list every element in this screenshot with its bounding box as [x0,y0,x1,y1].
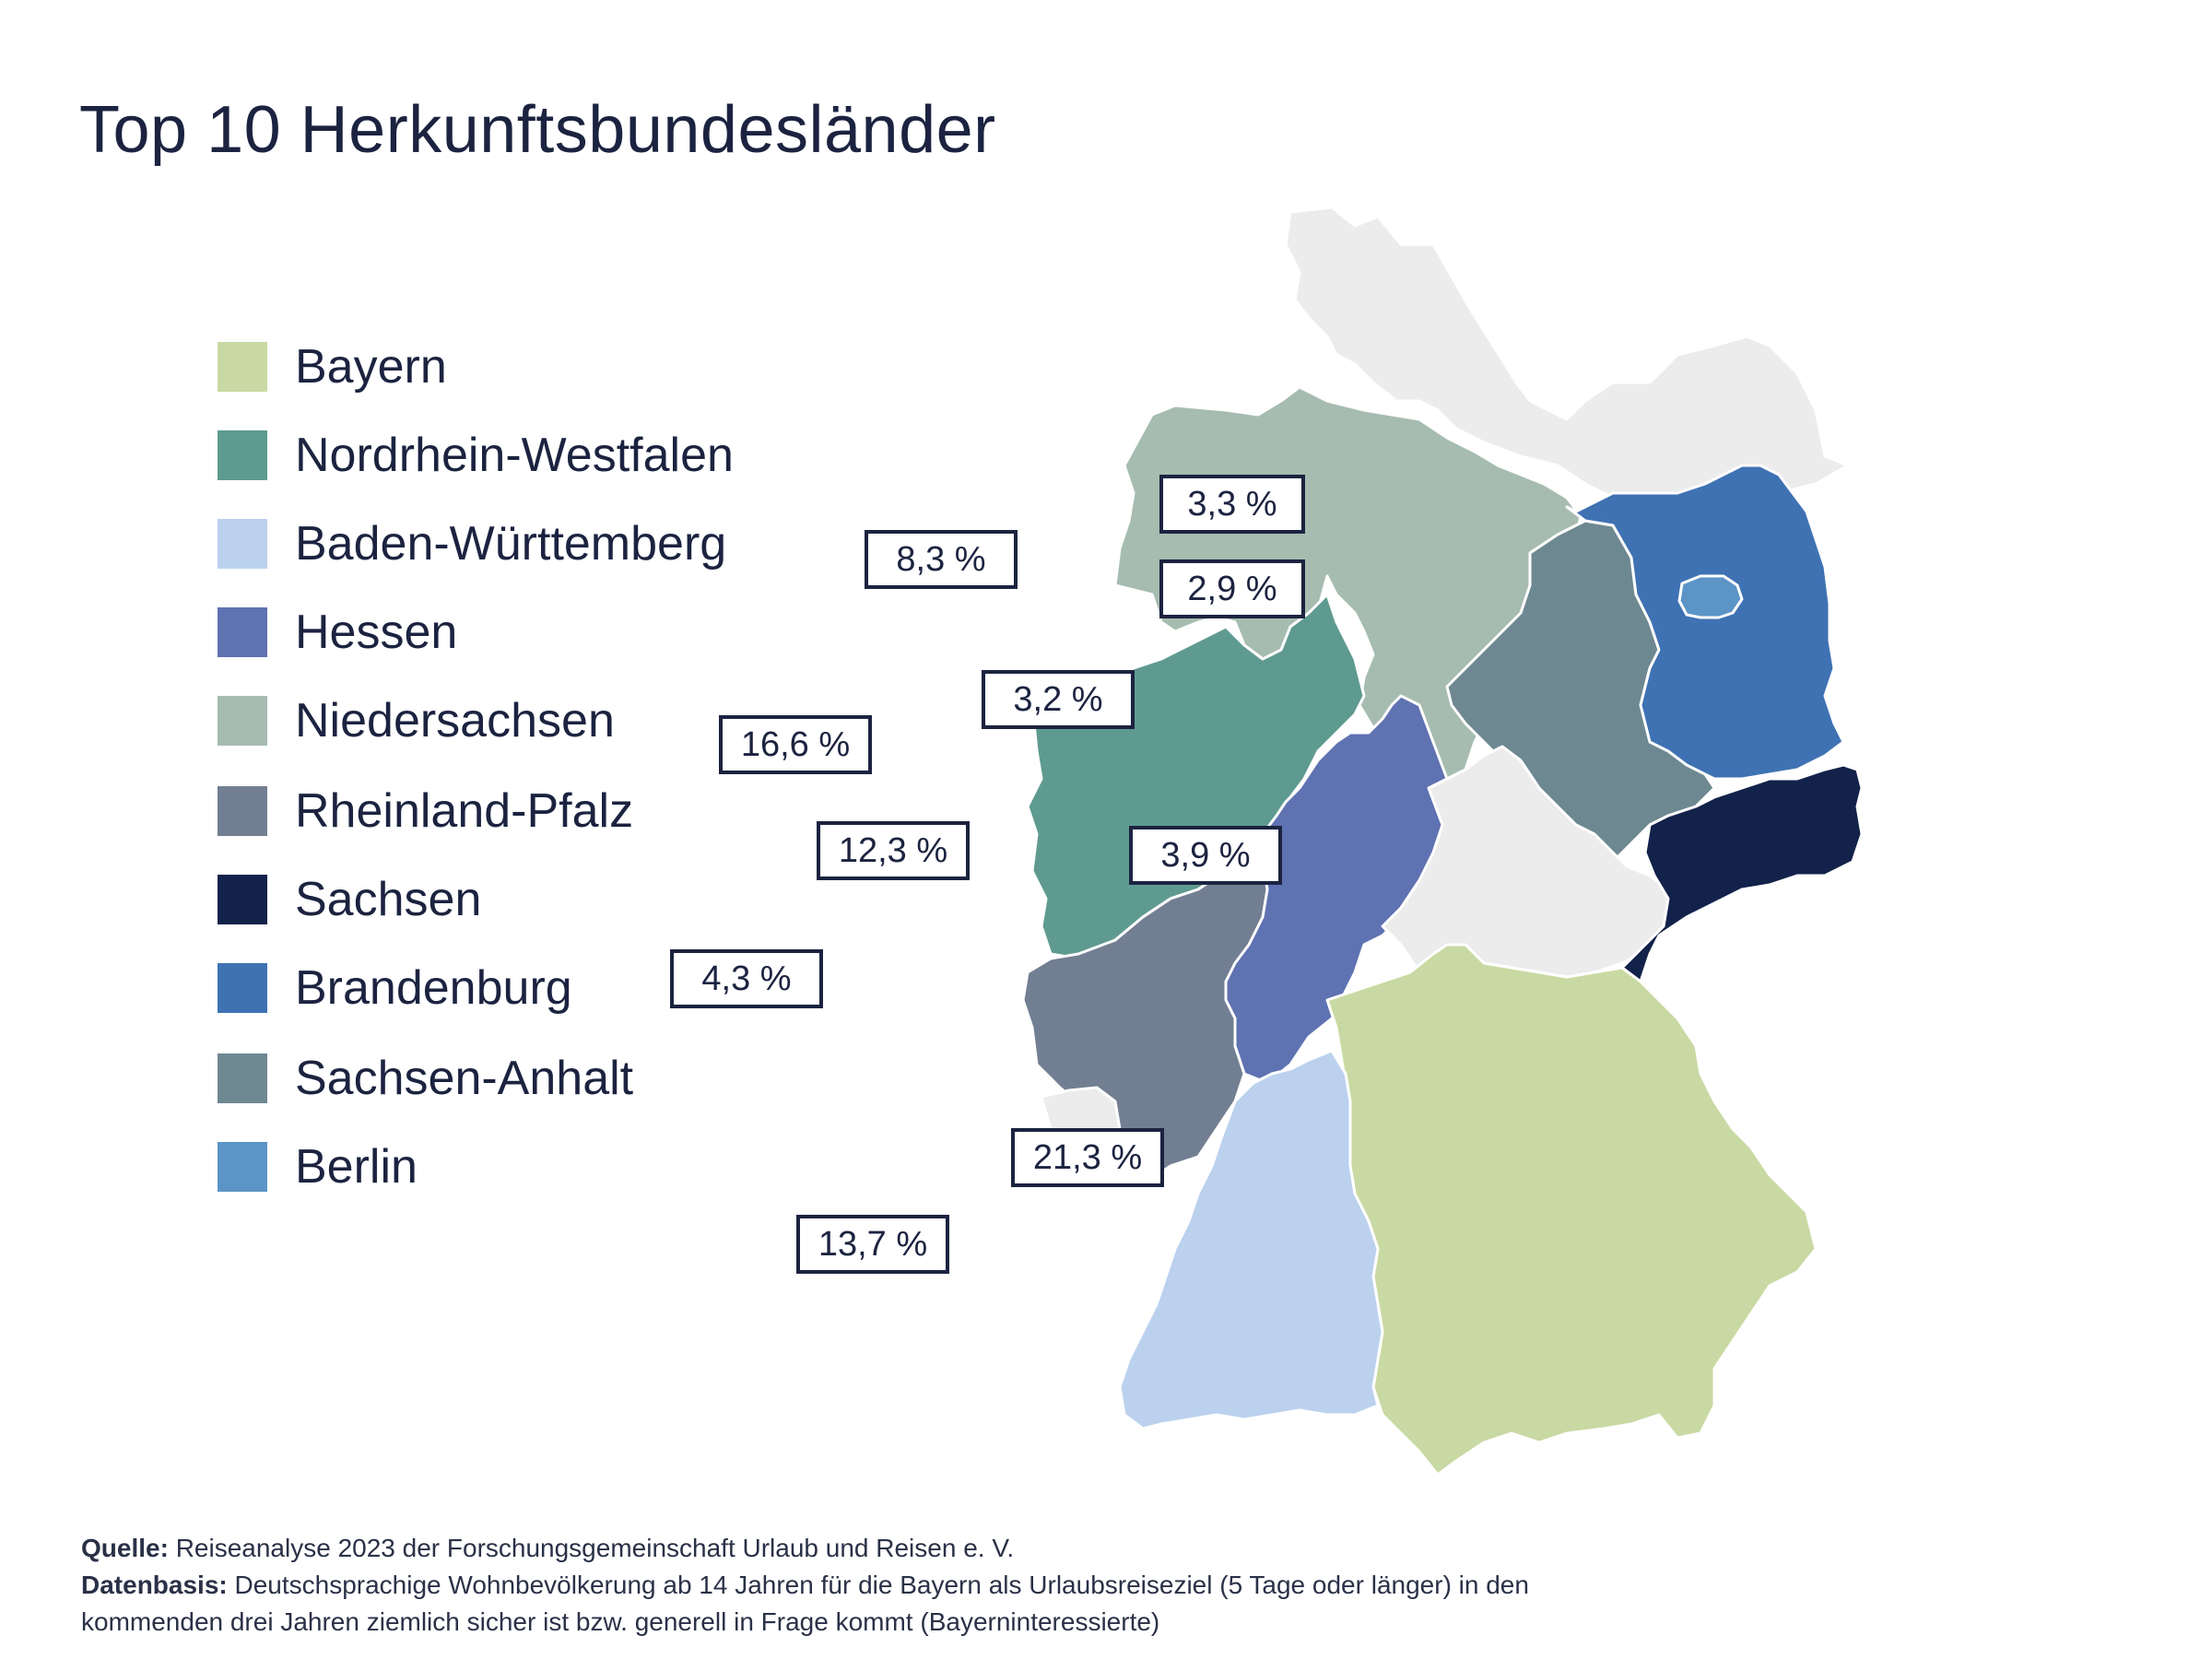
value-label-niedersachsen: 8,3 % [865,530,1018,589]
legend-label: Brandenburg [295,961,572,1015]
legend-item-rlp: Rheinland-Pfalz [218,783,633,839]
legend-item-bayern: Bayern [218,339,447,394]
legend-swatch [218,963,267,1013]
legend-item-berlin: Berlin [218,1139,418,1194]
region-bw [1118,1049,1384,1430]
region-sachsen [1620,763,1864,983]
legend-label: Rheinland-Pfalz [295,784,634,838]
value-label-bayern: 21,3 % [1011,1128,1164,1187]
value-label-rlp: 4,3 % [670,949,823,1008]
legend-item-bw: Baden-Württemberg [218,516,726,571]
basis-line: Datenbasis: Deutschsprachige Wohnbevölke… [81,1567,1924,1604]
legend-swatch [218,696,267,746]
legend-swatch [218,786,267,836]
source-label: Quelle: [81,1534,169,1562]
legend-swatch [218,875,267,924]
legend-label: Niedersachsen [295,694,615,747]
source-line: Quelle: Reiseanalyse 2023 der Forschungs… [81,1530,1924,1567]
legend-label: Berlin [295,1140,418,1194]
legend-item-hessen: Hessen [218,605,457,660]
value-label-brandenburg: 3,3 % [1159,475,1305,534]
footer: Quelle: Reiseanalyse 2023 der Forschungs… [81,1530,1924,1641]
region-north-other [1284,206,1850,523]
legend-swatch [218,342,267,392]
region-bayern [1325,943,1818,1477]
legend-swatch [218,1053,267,1103]
value-label-bw: 13,7 % [796,1215,949,1274]
value-label-nrw: 16,6 % [719,715,872,774]
legend-label: Sachsen-Anhalt [295,1052,634,1105]
value-label-berlin: 2,9 % [1159,559,1305,618]
legend-item-brandenburg: Brandenburg [218,960,572,1016]
legend-swatch [218,430,267,480]
value-label-sachsen: 3,9 % [1129,826,1282,885]
legend-item-sachsen-anhalt: Sachsen-Anhalt [218,1051,633,1106]
legend-label: Bayern [295,340,447,394]
source-text: Reiseanalyse 2023 der Forschungsgemeinsc… [168,1534,1015,1562]
region-brandenburg [1565,464,1845,781]
legend-item-niedersachsen: Niedersachsen [218,693,615,748]
value-label-hessen: 12,3 % [817,821,970,880]
legend-item-sachsen: Sachsen [218,872,481,927]
basis-line-2: kommenden drei Jahren ziemlich sicher is… [81,1607,1160,1636]
region-berlin [1677,574,1744,619]
legend-swatch [218,1142,267,1192]
legend-label: Nordrhein-Westfalen [295,429,734,482]
legend-item-nrw: Nordrhein-Westfalen [218,428,734,483]
germany-map [1021,206,1864,1477]
page-title: Top 10 Herkunftsbundesländer [79,93,996,167]
legend-label: Baden-Württemberg [295,517,727,571]
legend-label: Sachsen [295,873,482,926]
value-label-sachsen-anhalt: 3,2 % [982,670,1135,729]
legend-label: Hessen [295,606,458,659]
legend: Bayern Nordrhein-Westfalen Baden-Württem… [218,339,881,1206]
legend-swatch [218,607,267,657]
basis-label: Datenbasis: [81,1571,228,1599]
legend-swatch [218,519,267,569]
basis-text: Deutschsprachige Wohnbevölkerung ab 14 J… [227,1571,1529,1599]
